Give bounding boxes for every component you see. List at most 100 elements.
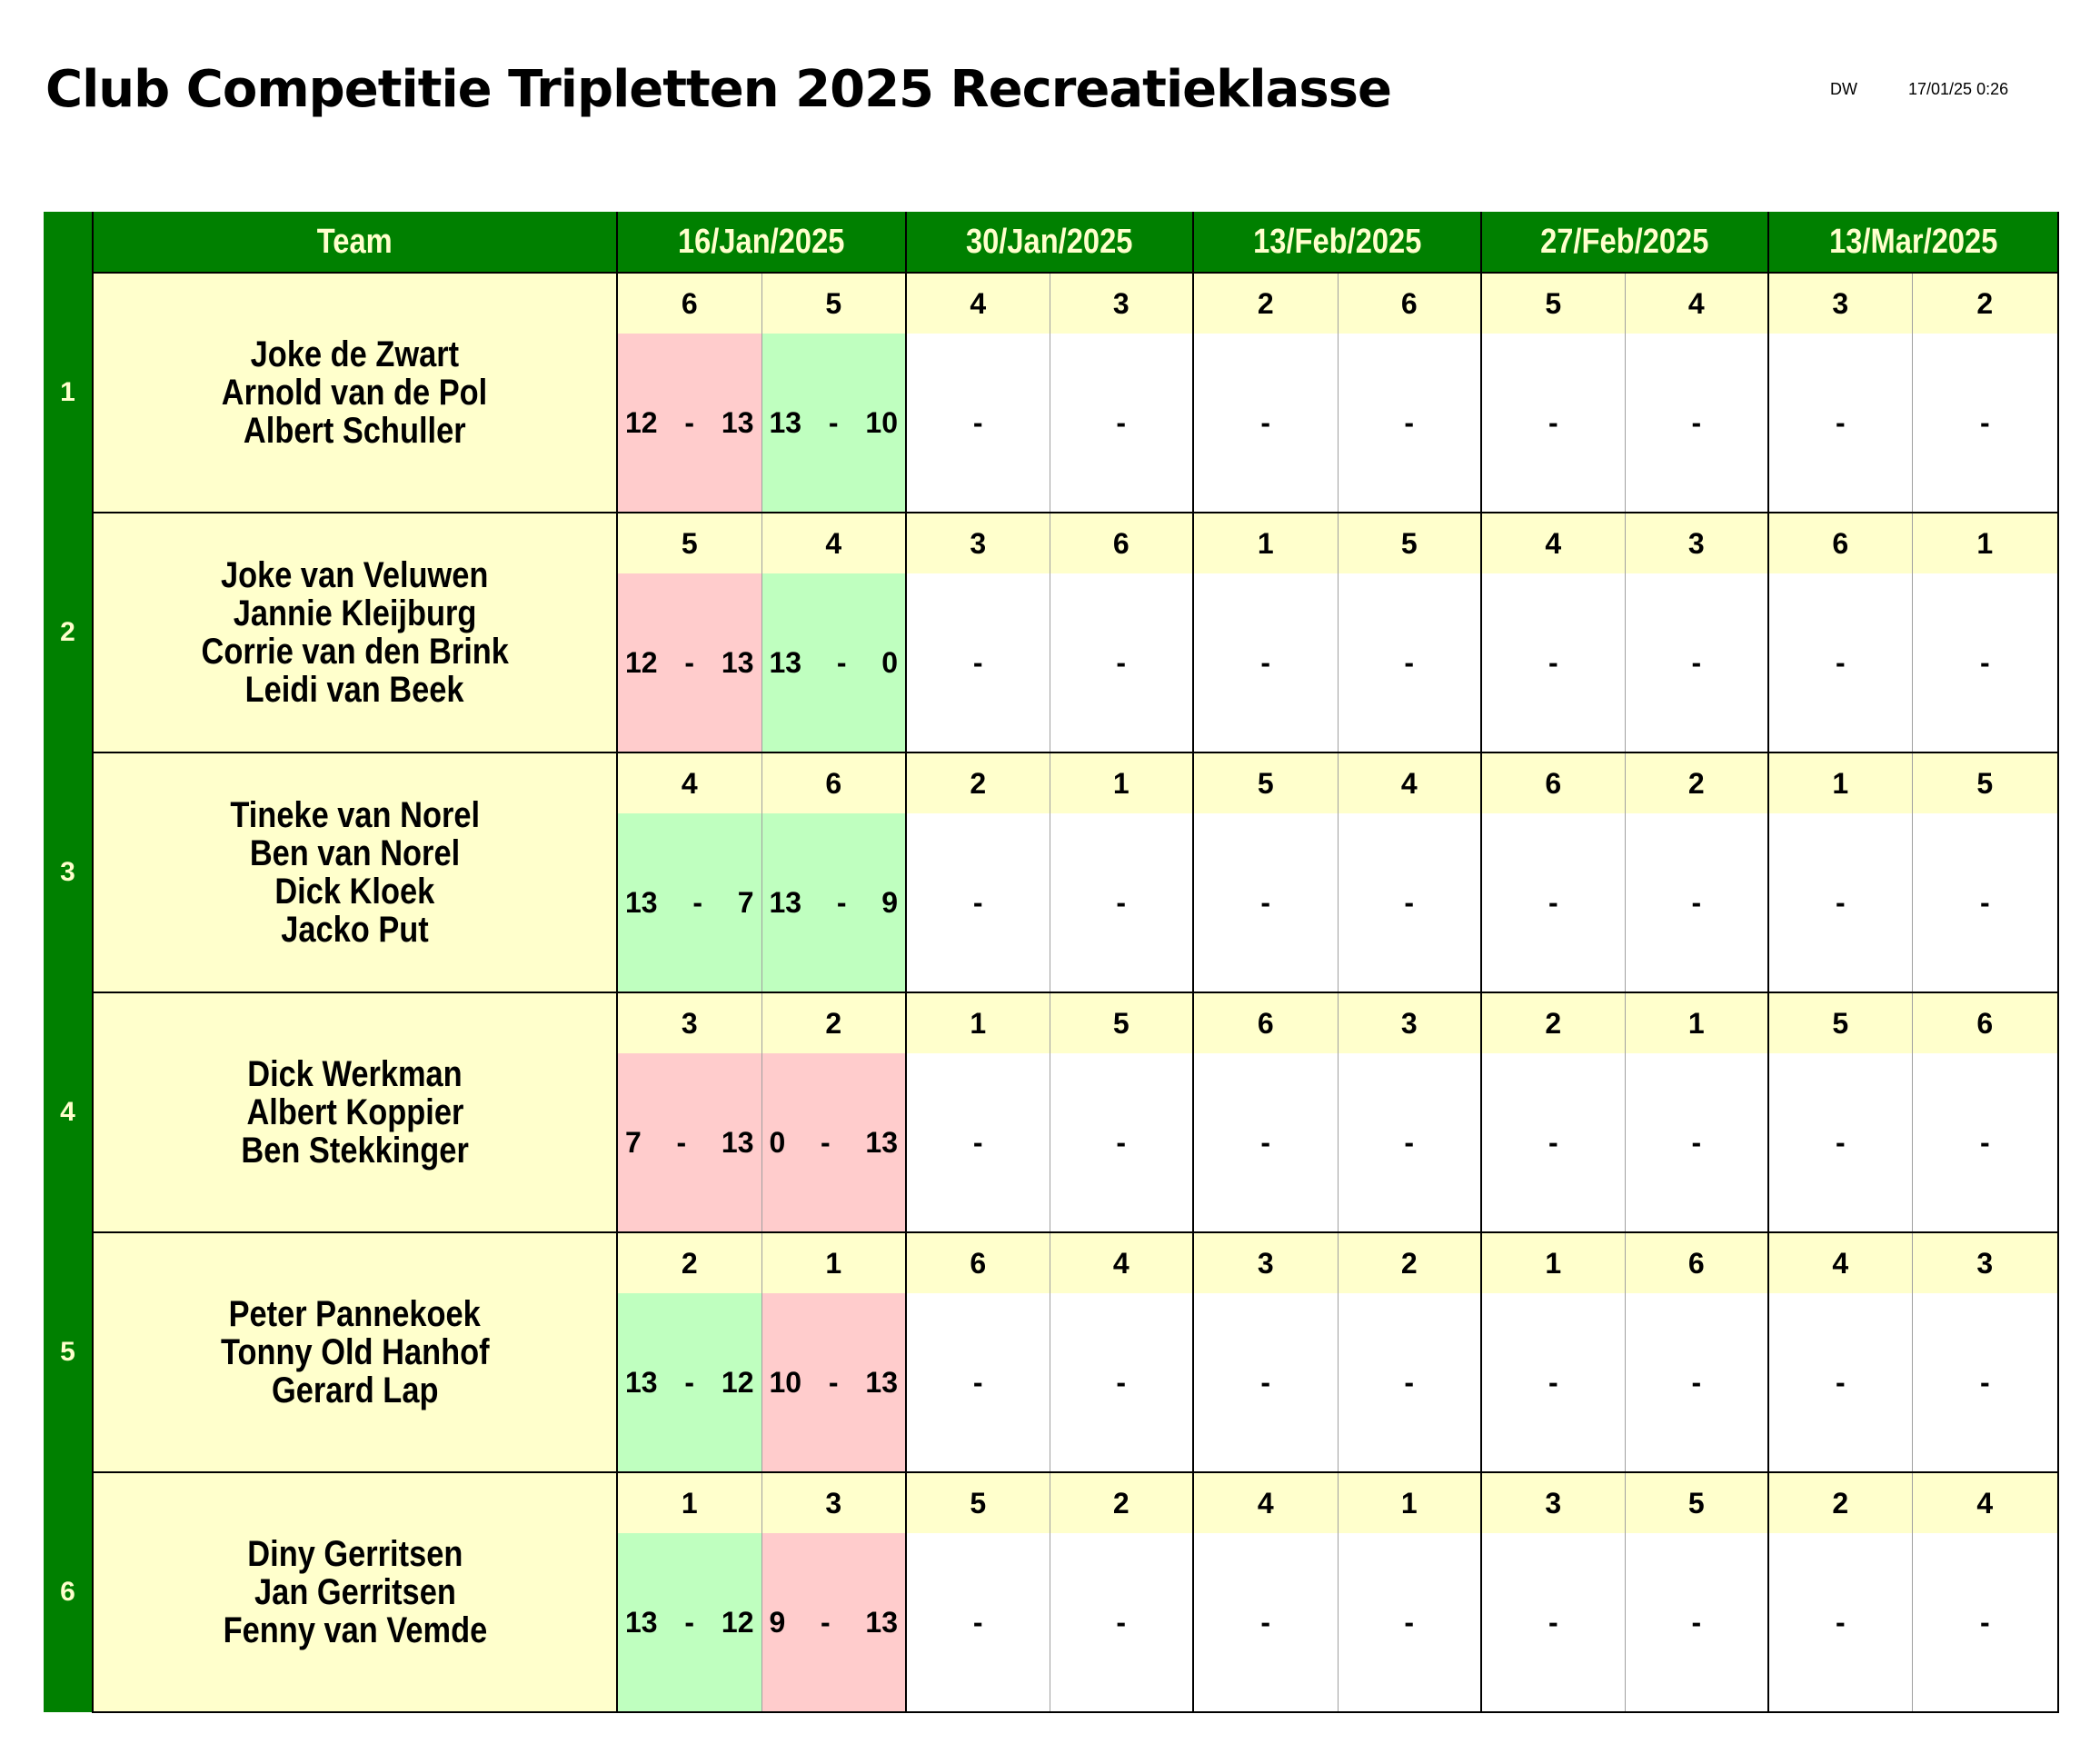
opponent-number: 3 bbox=[761, 1471, 907, 1533]
match-score: 0 -13 bbox=[761, 1053, 907, 1232]
opponent-number: 3 bbox=[1912, 1231, 2060, 1293]
opponent-number: 2 bbox=[1338, 1231, 1483, 1293]
opponent-number: 3 bbox=[1050, 272, 1194, 334]
match-score: - bbox=[1767, 1293, 1913, 1472]
opponent-number: 1 bbox=[1192, 512, 1339, 573]
match-score: - bbox=[1338, 334, 1483, 513]
opponent-number: 3 bbox=[1192, 1231, 1339, 1293]
score-separator: - bbox=[1548, 1125, 1558, 1159]
match-score: - bbox=[1050, 1293, 1194, 1472]
opponent-number: 3 bbox=[616, 992, 762, 1053]
score-separator: - bbox=[1116, 1365, 1127, 1399]
player-name: Arnold van de Pol bbox=[222, 373, 488, 413]
opponent-number: 5 bbox=[1192, 752, 1339, 813]
match-score: - bbox=[905, 1053, 1050, 1232]
match-score: - bbox=[1767, 573, 1913, 752]
player-name: Dick Werkman bbox=[247, 1054, 463, 1094]
match-score: - bbox=[1625, 573, 1770, 752]
score-separator: - bbox=[1116, 405, 1127, 439]
player-name: Jacko Put bbox=[281, 910, 429, 950]
match-score: - bbox=[1480, 1053, 1626, 1232]
score-separator: - bbox=[1979, 1605, 1990, 1639]
match-score: - bbox=[1192, 1293, 1339, 1472]
opponent-number: 1 bbox=[1050, 752, 1194, 813]
score-value: 0 bbox=[881, 645, 898, 679]
match-score: - bbox=[1192, 334, 1339, 513]
page-title: Club Competitie Tripletten 2025 Recreati… bbox=[45, 60, 1392, 119]
opponent-number: 5 bbox=[1912, 752, 2060, 813]
score-value: 13 bbox=[721, 1125, 754, 1159]
opponent-number: 2 bbox=[616, 1231, 762, 1293]
team-score-row: 13-7 13-9- - - - - - - - bbox=[44, 813, 2060, 992]
score-value: 13 bbox=[625, 885, 658, 919]
score-separator: - bbox=[1835, 1125, 1846, 1159]
score-value: 13 bbox=[769, 405, 802, 439]
match-score: - bbox=[905, 1293, 1050, 1472]
header-date: 27/Feb/2025 bbox=[1480, 212, 1770, 273]
team-number: 5 bbox=[44, 1232, 93, 1472]
match-score: - bbox=[1625, 1533, 1770, 1713]
opponent-number: 4 bbox=[616, 752, 762, 813]
opponent-number: 6 bbox=[1625, 1231, 1770, 1293]
score-separator: - bbox=[1691, 1605, 1702, 1639]
match-score: 13- 7 bbox=[616, 813, 762, 992]
team-opponent-row: 4 Dick Werkman Albert Koppier Ben Stekkinge… bbox=[44, 992, 2060, 1233]
score-separator: - bbox=[1404, 1605, 1415, 1639]
score-separator: - bbox=[972, 1605, 983, 1639]
score-separator: - bbox=[972, 1365, 983, 1399]
match-score: 13-10 bbox=[761, 334, 907, 513]
opponent-number: 5 bbox=[1338, 512, 1483, 573]
match-score: - bbox=[1050, 334, 1194, 513]
opponent-number: 1 bbox=[1338, 1471, 1483, 1533]
score-separator: - bbox=[1835, 1605, 1846, 1639]
player-name: Albert Schuller bbox=[244, 411, 466, 451]
match-score: 12-13 bbox=[616, 573, 762, 752]
score-separator: - bbox=[1691, 885, 1702, 919]
match-score: - bbox=[1767, 334, 1913, 513]
opponent-number: 4 bbox=[1625, 272, 1770, 334]
score-value: 0 bbox=[769, 1125, 786, 1159]
score-separator: - bbox=[1260, 645, 1271, 679]
score-value: 13 bbox=[865, 1365, 898, 1399]
opponent-number: 5 bbox=[1625, 1471, 1770, 1533]
score-value: 13 bbox=[865, 1605, 898, 1639]
score-value: 13 bbox=[865, 1125, 898, 1159]
score-value: 13 bbox=[625, 1365, 658, 1399]
match-score: - bbox=[1480, 573, 1626, 752]
player-name: Joke de Zwart bbox=[250, 334, 460, 374]
match-score: - bbox=[1192, 1533, 1339, 1713]
print-timestamp: 17/01/25 0:26 bbox=[1908, 80, 2009, 98]
opponent-number: 1 bbox=[1480, 1231, 1626, 1293]
score-separator: - bbox=[972, 645, 983, 679]
opponent-number: 6 bbox=[1192, 992, 1339, 1053]
match-score: - bbox=[1192, 813, 1339, 992]
score-separator: - bbox=[1116, 885, 1127, 919]
match-score: - bbox=[1192, 1053, 1339, 1232]
opponent-number: 6 bbox=[1767, 512, 1913, 573]
player-name: Albert Koppier bbox=[246, 1092, 463, 1132]
opponent-number: 1 bbox=[616, 1471, 762, 1533]
match-score: - bbox=[1338, 1293, 1483, 1472]
match-score: - bbox=[1338, 1533, 1483, 1713]
header-date: 30/Jan/2025 bbox=[905, 212, 1194, 273]
header-date: 16/Jan/2025 bbox=[616, 212, 907, 273]
opponent-number: 6 bbox=[905, 1231, 1050, 1293]
score-value: 13 bbox=[769, 885, 802, 919]
match-score: - bbox=[1625, 1053, 1770, 1232]
match-score: 13-9 bbox=[761, 813, 907, 992]
score-value: 12 bbox=[721, 1365, 754, 1399]
match-score: - bbox=[1625, 1293, 1770, 1472]
opponent-number: 4 bbox=[1912, 1471, 2060, 1533]
score-separator: - bbox=[836, 645, 847, 679]
opponent-number: 4 bbox=[1480, 512, 1626, 573]
author-initials: DW bbox=[1830, 80, 1857, 98]
match-score: 12-13 bbox=[616, 334, 762, 513]
header-team: Team bbox=[92, 212, 618, 273]
opponent-number: 3 bbox=[1767, 272, 1913, 334]
match-score: - bbox=[1050, 1533, 1194, 1713]
score-separator: - bbox=[1404, 1365, 1415, 1399]
opponent-number: 5 bbox=[1767, 992, 1913, 1053]
match-score: - bbox=[1050, 1053, 1194, 1232]
player-name: Ben van Norel bbox=[249, 833, 461, 873]
team-number: 4 bbox=[44, 992, 93, 1232]
